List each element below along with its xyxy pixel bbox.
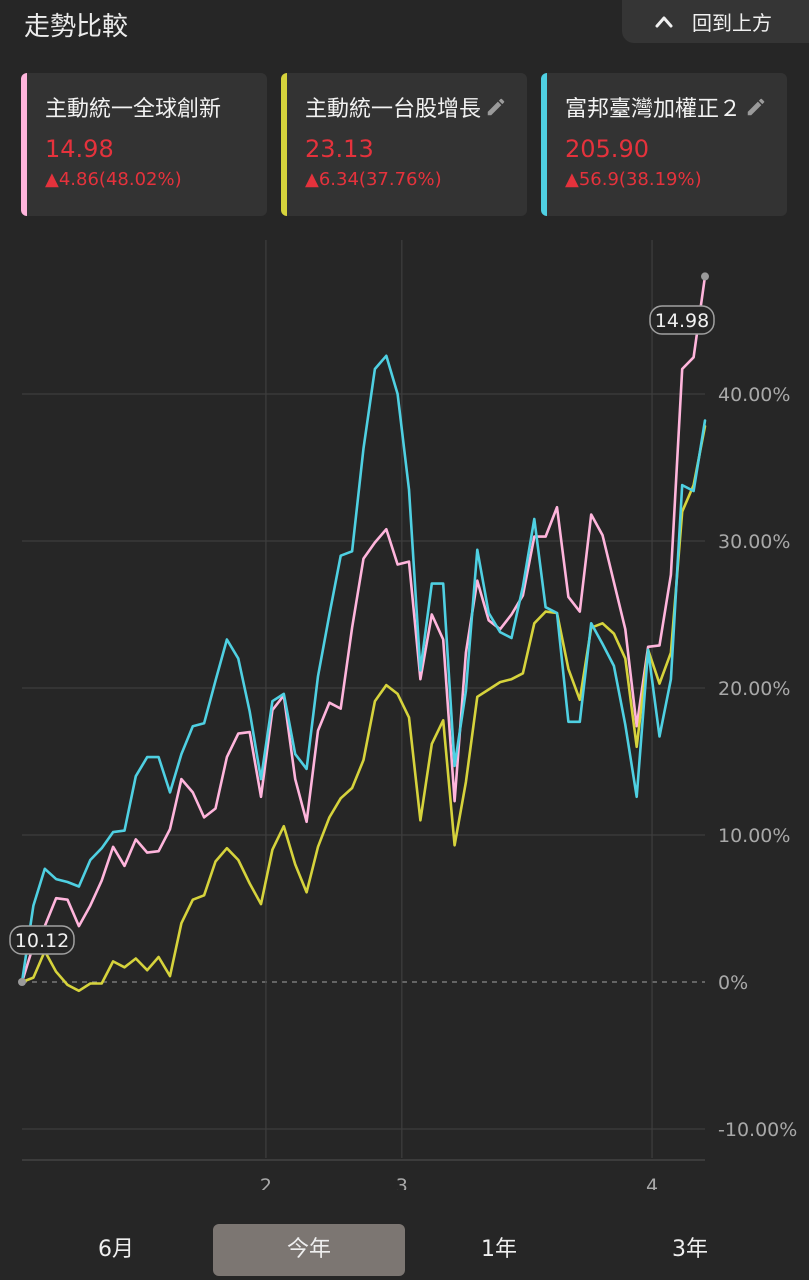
pencil-icon[interactable]: [745, 96, 767, 118]
y-tick-label: 20.00%: [718, 678, 790, 700]
y-tick-label: 30.00%: [718, 531, 790, 553]
fund-name: 主動統一台股增長: [305, 97, 482, 122]
y-tick-label: 40.00%: [718, 384, 790, 406]
comparison-line-chart[interactable]: 40.00% 30.00% 20.00% 10.00% 0% -10.00% 2 3 4 10.1…: [0, 230, 809, 1190]
y-tick-label: 0%: [718, 972, 748, 994]
end-value-callout: 14.98: [649, 305, 715, 335]
x-tick-label: 3: [396, 1175, 408, 1190]
end-value-callout-text: 14.98: [655, 310, 709, 332]
fund-name: 主動統一全球創新: [45, 97, 222, 122]
fund-change: ▲56.9(38.19%): [565, 169, 702, 190]
chevron-up-icon: [655, 16, 673, 27]
page-title: 走勢比較: [24, 12, 129, 42]
y-tick-label: -10.00%: [718, 1119, 797, 1141]
fund-name-wrap: 富邦臺灣加權正２: [565, 91, 787, 123]
tab-1y[interactable]: 1年: [481, 1237, 517, 1262]
fund-card-1[interactable]: 主動統一台股增長 23.13 ▲6.34(37.76%): [281, 73, 527, 216]
fund-price: 205.90: [565, 135, 649, 163]
fund-change: ▲4.86(48.02%): [45, 169, 182, 190]
start-value-callout-text: 10.12: [15, 930, 69, 952]
x-tick-label: 2: [260, 1175, 272, 1190]
fund-price: 23.13: [305, 135, 374, 163]
fund-card-2[interactable]: 富邦臺灣加權正２ 205.90 ▲56.9(38.19%): [541, 73, 787, 216]
x-tick-label: 4: [646, 1175, 658, 1190]
series-line-2: [20, 354, 707, 984]
start-point: [18, 978, 26, 986]
start-value-callout-box: [9, 925, 75, 955]
back-to-top-label: 回到上方: [692, 11, 772, 35]
start-value-callout: 10.12: [9, 925, 75, 955]
back-to-top-button[interactable]: 回到上方: [622, 0, 809, 43]
end-point: [701, 272, 709, 281]
range-tabs: 6月 今年 1年 3年: [0, 1224, 809, 1276]
fund-name-wrap: 主動統一台股增長: [305, 91, 527, 123]
end-value-callout-box: [649, 305, 715, 335]
tab-ytd[interactable]: 今年: [213, 1224, 405, 1276]
fund-name-wrap: 主動統一全球創新: [45, 91, 267, 123]
series-line-1: [20, 425, 707, 993]
tab-3y[interactable]: 3年: [672, 1237, 708, 1262]
tab-6m[interactable]: 6月: [98, 1237, 134, 1262]
fund-name: 富邦臺灣加權正２: [565, 97, 742, 122]
y-tick-label: 10.00%: [718, 825, 790, 847]
fund-price: 14.98: [45, 135, 114, 163]
pencil-icon[interactable]: [485, 96, 507, 118]
fund-change: ▲6.34(37.76%): [305, 169, 442, 190]
fund-card-0[interactable]: 主動統一全球創新 14.98 ▲4.86(48.02%): [21, 73, 267, 216]
series-line-0: [20, 275, 707, 984]
